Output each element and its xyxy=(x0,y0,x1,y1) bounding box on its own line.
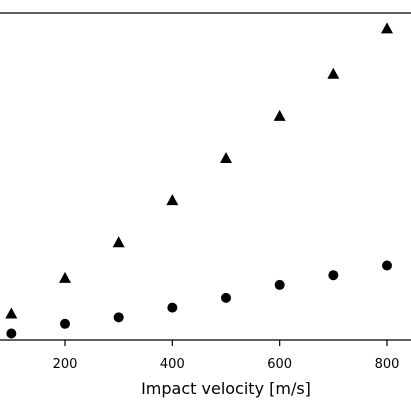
circle-point-400 xyxy=(167,302,178,313)
triangle-point-600 xyxy=(273,109,286,121)
x-tick-label-200: 200 xyxy=(53,357,78,372)
triangle-point-400 xyxy=(166,194,179,206)
x-tick-label-600: 600 xyxy=(267,357,292,372)
circle-point-500 xyxy=(221,292,231,303)
x-axis-ticks xyxy=(64,340,388,346)
data-points xyxy=(5,22,393,339)
triangle-point-300 xyxy=(112,236,125,248)
x-tick-label-800: 800 xyxy=(375,357,400,372)
triangle-point-800 xyxy=(381,22,393,34)
triangle-point-500 xyxy=(220,151,232,163)
x-axis-tick-labels: 200 400 600 800 xyxy=(53,357,400,372)
x-tick-label-400: 400 xyxy=(160,357,185,372)
circle-point-200 xyxy=(60,318,70,329)
triangle-point-100 xyxy=(5,307,18,319)
circle-point-300 xyxy=(113,312,124,323)
circle-point-600 xyxy=(274,279,285,290)
circle-point-800 xyxy=(382,260,392,271)
circle-point-700 xyxy=(328,270,339,281)
circle-point-100 xyxy=(6,328,17,339)
triangle-point-700 xyxy=(327,67,340,79)
x-axis-title: Impact velocity [m/s] xyxy=(141,379,311,398)
triangle-point-200 xyxy=(59,271,71,283)
